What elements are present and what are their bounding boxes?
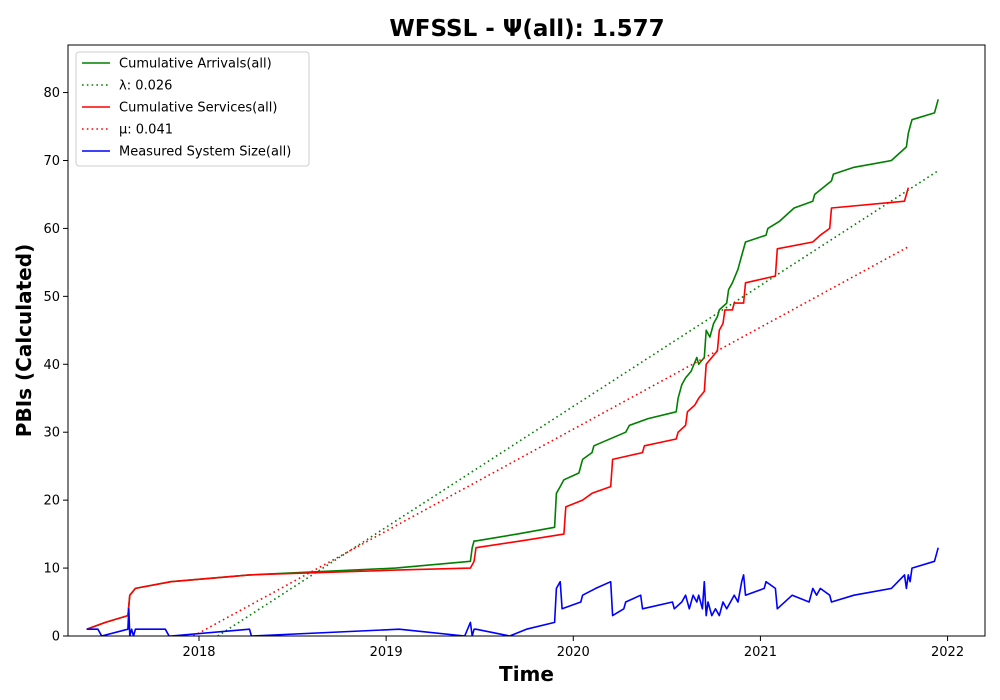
y-tick-label: 50	[43, 290, 60, 305]
legend-label: Cumulative Services(all)	[119, 101, 277, 116]
y-tick-label: 40	[43, 358, 60, 373]
x-axis-label: Time	[499, 662, 554, 686]
legend-label: μ: 0.041	[119, 123, 173, 138]
y-tick-label: 0	[52, 630, 60, 645]
y-axis-label: PBIs (Calculated)	[12, 244, 36, 437]
series-line-0	[86, 99, 939, 630]
x-tick-label: 2018	[182, 645, 215, 660]
y-tick-label: 10	[43, 562, 60, 577]
series-line-1	[217, 170, 939, 636]
x-tick-label: 2022	[931, 645, 964, 660]
y-tick-label: 20	[43, 494, 60, 509]
series-line-2	[86, 187, 910, 630]
x-tick-label: 2019	[370, 645, 403, 660]
legend-box	[75, 51, 310, 167]
series-line-3	[193, 246, 909, 636]
y-tick-label: 70	[43, 154, 60, 169]
y-tick-label: 30	[43, 426, 60, 441]
legend-label: Measured System Size(all)	[119, 145, 291, 160]
chart-title: WFSSL - Ψ(all): 1.577	[389, 16, 664, 42]
y-tick-label: 60	[43, 222, 60, 237]
legend: Cumulative Arrivals(all) λ: 0.026 Cumulati…	[75, 51, 310, 167]
plot-frame	[67, 44, 986, 637]
y-tick-label: 80	[43, 86, 60, 101]
x-tick-label: 2020	[557, 645, 590, 660]
legend-label: λ: 0.026	[119, 79, 172, 94]
series-line-4	[86, 547, 939, 636]
x-tick-label: 2021	[744, 645, 777, 660]
legend-label: Cumulative Arrivals(all)	[119, 57, 272, 72]
